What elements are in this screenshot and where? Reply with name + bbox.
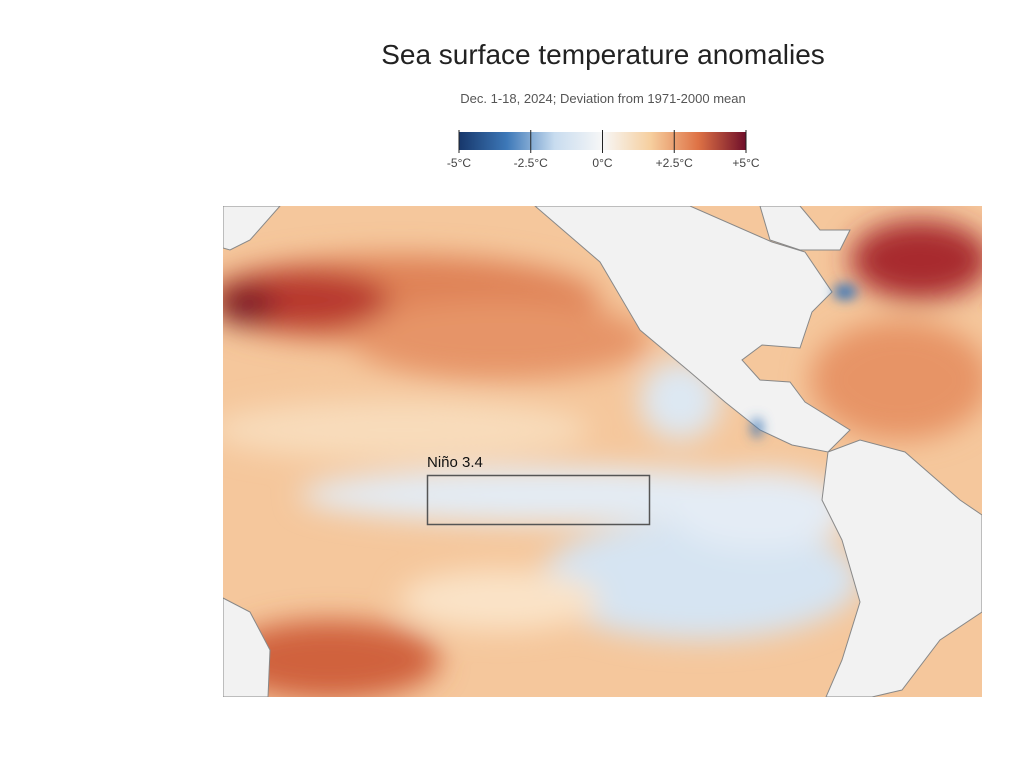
region-label: Niño 3.4 <box>427 454 483 471</box>
title: Sea surface temperature anomalies <box>381 39 825 70</box>
nino-box <box>426 474 651 526</box>
scale-tick-label: +5°C <box>732 156 759 170</box>
scale-tick-label: +2.5°C <box>656 156 693 170</box>
scale-tick-label: 0°C <box>592 156 612 170</box>
scale-tick-label: -2.5°C <box>514 156 548 170</box>
subtitle: Dec. 1-18, 2024; Deviation from 1971-200… <box>460 91 745 106</box>
scale-ticks: -5°C -2.5°C 0°C +2.5°C +5°C <box>447 130 760 170</box>
scale-tick-label: -5°C <box>447 156 471 170</box>
map <box>223 206 982 697</box>
